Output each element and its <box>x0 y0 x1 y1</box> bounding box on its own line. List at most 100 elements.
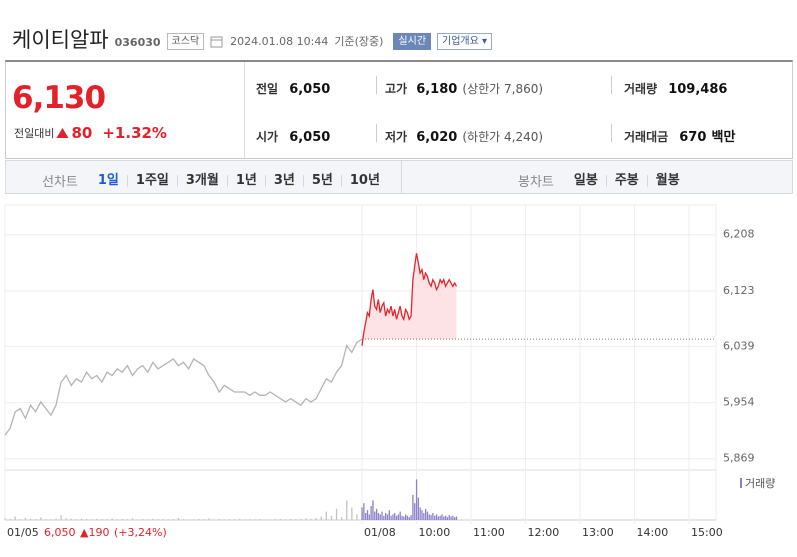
volume-bar <box>403 516 405 520</box>
volume-bar <box>408 517 410 520</box>
plot-frame <box>4 204 717 521</box>
volume-bar <box>259 519 261 520</box>
volume-bar <box>455 516 458 520</box>
volume-bar <box>419 507 421 520</box>
overview-button[interactable]: 기업개요 ▾ <box>437 32 493 50</box>
volume-bar <box>203 519 205 520</box>
volume-bar <box>385 513 387 520</box>
volume-bar <box>315 517 317 520</box>
change-percent: +1.32% <box>102 124 167 142</box>
volume-bar <box>421 510 423 520</box>
volume-bar <box>414 503 416 520</box>
volume-bar <box>372 500 374 520</box>
volume-bar <box>365 513 367 520</box>
divider <box>376 76 377 94</box>
basis: 기준(장중) <box>334 35 384 48</box>
divider <box>401 161 402 193</box>
volume-bar <box>228 519 231 520</box>
volume-bar <box>198 518 200 520</box>
tab[interactable]: 5년 <box>302 174 341 187</box>
stock-name: 케이티알파 <box>12 28 109 52</box>
volume-bar <box>452 515 454 520</box>
volume-bar <box>412 494 414 520</box>
volume-bar <box>126 519 129 520</box>
stat-value: 6,020 <box>416 130 458 145</box>
chart-tabs: 선차트 1일 1주일 3개월 1년 3년 5년 10년 봉차트 일봉 주봉 월봉 <box>5 160 793 194</box>
price-line <box>361 253 458 346</box>
volume-bar <box>111 518 113 520</box>
volume-bar <box>14 516 16 520</box>
stat-unit: 백만 <box>711 130 736 145</box>
y-tick-label: 5,954 <box>723 396 755 409</box>
volume-bar <box>244 519 246 520</box>
tab[interactable]: 1주일 <box>126 174 177 187</box>
tab[interactable]: 10년 <box>340 174 388 187</box>
tab[interactable]: 주봉 <box>605 174 647 187</box>
volume-bar <box>142 519 144 520</box>
overview-label: 기업개요 <box>442 35 479 47</box>
volume-bar <box>60 515 62 520</box>
line-tabs: 선차트 1일 1주일 3개월 1년 3년 5년 10년 <box>42 171 388 191</box>
divider <box>611 76 612 94</box>
quote-box: 6,130 전일대비 80 +1.32% <box>5 60 793 159</box>
change-row: 전일대비 80 +1.32% <box>14 124 167 142</box>
stat: 거래량 109,486 <box>624 78 727 97</box>
volume-bar <box>40 517 42 520</box>
tab[interactable]: 월봉 <box>646 174 688 187</box>
volume-bar <box>284 519 287 520</box>
volume-bar <box>346 500 348 520</box>
tab[interactable]: 일봉 <box>573 172 598 188</box>
tab-group: 일봉 주봉 월봉 <box>566 172 688 188</box>
volume-bar <box>24 517 27 520</box>
volume-bar <box>399 511 401 520</box>
volume-bar <box>381 511 383 520</box>
realtime-badge[interactable]: 실시간 <box>393 32 432 50</box>
volume-bar <box>65 518 67 520</box>
x-tick-label: 13:00 <box>582 526 614 539</box>
tab[interactable]: 1년 <box>226 174 265 187</box>
volume-bar <box>426 511 429 520</box>
volume-bar <box>351 507 353 520</box>
calendar-icon <box>210 36 223 48</box>
volume-bar <box>101 519 103 520</box>
volume-bar <box>213 519 215 520</box>
volume-bar <box>233 519 236 520</box>
header: 케이티알파 036030 코스닥 2024.01.08 10:44 기준(장중)… <box>12 24 493 54</box>
stat: 전일 6,050 <box>256 78 330 97</box>
x-tick-label: 12:00 <box>528 526 560 539</box>
volume-bar <box>444 515 447 520</box>
volume-bar <box>218 519 220 520</box>
tab[interactable]: 3년 <box>264 174 303 187</box>
stat-label: 전일 <box>256 82 279 96</box>
volume-bar <box>279 518 282 520</box>
volume-bar <box>437 516 439 520</box>
volume-bar <box>305 518 307 520</box>
tab[interactable]: 3개월 <box>176 174 227 187</box>
stat-label: 고가 <box>385 82 408 96</box>
price-line <box>4 338 363 436</box>
tab[interactable]: 1일 <box>97 172 119 188</box>
volume-bar <box>383 515 385 520</box>
summary-change: ▲190 <box>80 526 109 539</box>
volume-bar <box>157 519 159 520</box>
stat-label: 저가 <box>385 130 408 144</box>
volume-bar <box>366 510 369 520</box>
y-tick-label: 5,869 <box>723 452 755 465</box>
volume-bar <box>356 514 358 520</box>
volume-bar <box>370 506 372 520</box>
volume-bar <box>249 519 251 520</box>
volume-bar <box>75 519 78 520</box>
change-label: 전일대비 <box>14 127 55 140</box>
candle-tabs: 봉차트 일봉 주봉 월봉 <box>518 171 688 191</box>
volume-bar <box>223 519 225 520</box>
volume-bar <box>341 517 343 520</box>
volume-bar <box>432 513 434 520</box>
change-value: 80 <box>71 124 93 142</box>
stock-code: 036030 <box>114 35 161 49</box>
summary-percent: (+3,24%) <box>114 526 167 539</box>
volume-bar <box>448 515 450 520</box>
volume-bar <box>162 518 164 520</box>
stat-value: 6,050 <box>289 130 331 145</box>
volume-bar <box>29 518 32 520</box>
